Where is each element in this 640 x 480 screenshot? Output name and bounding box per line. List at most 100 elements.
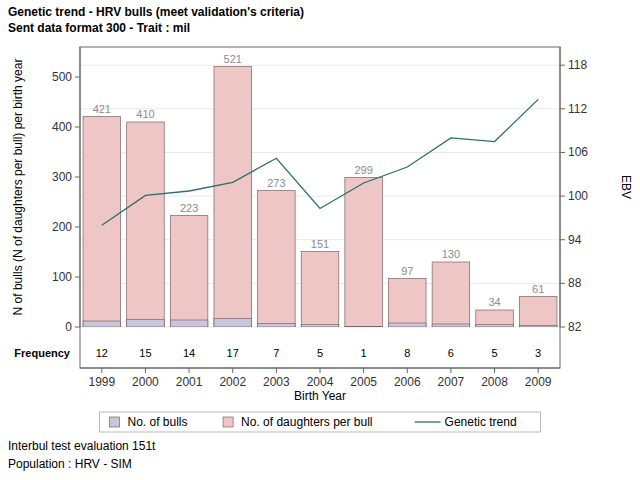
- background: [0, 0, 640, 480]
- bar: [258, 191, 296, 328]
- frequency-value: 5: [491, 347, 497, 359]
- frequency-label: Frequency: [14, 347, 71, 359]
- x-tick: [232, 368, 233, 373]
- y2-tick: [560, 327, 565, 328]
- data-label: 421: [93, 103, 111, 115]
- legend-swatch: [415, 421, 441, 422]
- x-tick: [494, 368, 495, 373]
- x-axis-label: Birth Year: [294, 389, 346, 403]
- bar: [345, 178, 383, 328]
- x-tick-label: 2007: [438, 375, 465, 389]
- legend-label: No. of bulls: [128, 415, 188, 429]
- y-tick: [75, 177, 80, 178]
- bar: [127, 122, 165, 327]
- data-label: 61: [532, 283, 544, 295]
- bar: [519, 326, 557, 328]
- y-tick-label: 100: [52, 270, 72, 284]
- data-label: 97: [401, 265, 413, 277]
- x-tick-label: 2000: [132, 375, 159, 389]
- x-tick-label: 2004: [307, 375, 334, 389]
- bar: [476, 325, 514, 328]
- data-label: 223: [180, 202, 198, 214]
- y2-tick-label: 94: [568, 233, 582, 247]
- y-tick-label: 500: [52, 70, 72, 84]
- bar: [345, 326, 383, 327]
- y2-tick: [560, 65, 565, 66]
- x-tick: [450, 368, 451, 373]
- bar: [258, 324, 296, 328]
- bar: [389, 323, 427, 327]
- y-tick-label: 200: [52, 220, 72, 234]
- data-label: 151: [311, 238, 329, 250]
- plot-area: [83, 67, 557, 328]
- y-tick: [75, 277, 80, 278]
- y-tick-label: 400: [52, 120, 72, 134]
- y2-tick-label: 100: [568, 189, 588, 203]
- y2-tick: [560, 283, 565, 284]
- legend-label: No. of daughters per bull: [241, 415, 372, 429]
- y-tick-label: 300: [52, 170, 72, 184]
- y2-tick-label: 118: [568, 58, 587, 72]
- legend-swatch: [223, 417, 233, 427]
- bar: [170, 216, 208, 328]
- frequency-value: 15: [139, 347, 151, 359]
- y2-axis-label: EBV: [619, 175, 633, 199]
- data-label: 273: [267, 177, 285, 189]
- y2-tick: [560, 108, 565, 109]
- y2-axis-line: [560, 47, 561, 327]
- data-label: 299: [354, 164, 372, 176]
- y2-tick-label: 112: [568, 102, 587, 116]
- bar: [519, 297, 557, 328]
- y2-tick: [560, 239, 565, 240]
- x-tick: [363, 368, 364, 373]
- x-tick: [276, 368, 277, 373]
- legend: No. of bulls No. of daughters per bull Gen…: [100, 412, 541, 432]
- y-tick: [75, 327, 80, 328]
- data-label: 130: [442, 248, 460, 260]
- y2-tick: [560, 152, 565, 153]
- x-tick-label: 2006: [394, 375, 421, 389]
- y-axis-line: [80, 47, 81, 327]
- bar: [83, 117, 121, 328]
- frequency-value: 8: [404, 347, 410, 359]
- bar: [432, 324, 470, 327]
- frame: [80, 47, 560, 368]
- y-tick-label: 0: [65, 320, 72, 334]
- bar: [389, 279, 427, 328]
- x-tick-label: 2003: [263, 375, 290, 389]
- bar: [432, 262, 470, 327]
- frequency-value: 14: [183, 347, 195, 359]
- x-tick: [320, 368, 321, 373]
- y2-tick-label: 106: [568, 145, 588, 159]
- subtitle: Sent data format 300 - Trait : mil: [8, 21, 190, 35]
- x-tick-label: 1999: [88, 375, 115, 389]
- y-tick: [75, 127, 80, 128]
- x-tick: [538, 368, 539, 373]
- x-tick: [189, 368, 190, 373]
- x-tick-label: 2005: [350, 375, 377, 389]
- chart: Genetic trend - HRV bulls (meet validati…: [0, 0, 640, 480]
- y-tick: [75, 227, 80, 228]
- bar: [476, 310, 514, 327]
- legend-box: [100, 412, 541, 432]
- bar: [214, 67, 252, 328]
- x-tick: [101, 368, 102, 373]
- footnote: Population : HRV - SIM: [8, 457, 132, 471]
- frequency-value: 5: [317, 347, 323, 359]
- bar: [170, 320, 208, 327]
- x-tick-label: 2002: [219, 375, 246, 389]
- bar: [301, 325, 339, 328]
- legend-label: Genetic trend: [445, 415, 517, 429]
- grid-line: [80, 65, 560, 66]
- frequency-value: 12: [96, 347, 108, 359]
- frequency-value: 3: [535, 347, 541, 359]
- trend-line: [102, 99, 538, 225]
- frequency-value: 17: [227, 347, 239, 359]
- legend-swatch: [110, 417, 120, 427]
- bar: [214, 319, 252, 328]
- frequency-value: 6: [448, 347, 454, 359]
- x-tick-label: 2001: [176, 375, 203, 389]
- x-tick-label: 2008: [481, 375, 508, 389]
- y2-tick: [560, 196, 565, 197]
- x-tick: [407, 368, 408, 373]
